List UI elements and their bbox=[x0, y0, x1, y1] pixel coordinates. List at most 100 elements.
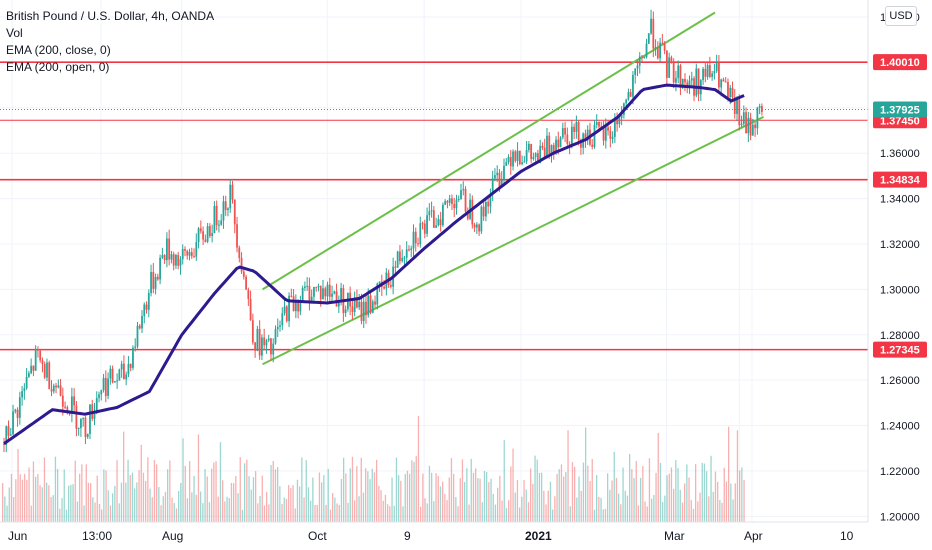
volume-bar bbox=[288, 485, 290, 522]
ema-200-line bbox=[3, 83, 745, 445]
volume-bar bbox=[437, 475, 439, 522]
volume-bar bbox=[173, 503, 175, 522]
volume-bar bbox=[87, 482, 90, 522]
volume-bar bbox=[321, 482, 323, 522]
candle-body bbox=[747, 117, 750, 134]
volume-bar bbox=[431, 472, 433, 522]
price-tick-label: 1.32000 bbox=[880, 239, 920, 251]
volume-bar bbox=[112, 493, 114, 522]
candle-body bbox=[165, 238, 168, 261]
candle-body bbox=[21, 391, 23, 398]
candle-body bbox=[256, 328, 259, 351]
candle-body bbox=[193, 256, 195, 258]
price-axis[interactable]: 1.420001.400001.380001.360001.340001.320… bbox=[867, 0, 932, 523]
candle-body bbox=[715, 62, 718, 72]
volume-bar bbox=[41, 487, 43, 522]
candle-body bbox=[281, 313, 284, 326]
volume-bar bbox=[63, 469, 65, 522]
candle-body bbox=[738, 99, 741, 126]
volume-bar bbox=[574, 466, 576, 522]
volume-bar bbox=[417, 415, 420, 522]
volume-bar bbox=[255, 471, 257, 522]
candle-body bbox=[722, 79, 725, 82]
candle-body bbox=[401, 257, 404, 262]
volume-bar bbox=[413, 461, 415, 522]
candle-body bbox=[276, 326, 279, 330]
volume-bar bbox=[356, 466, 358, 522]
volume-bar bbox=[497, 487, 499, 522]
candle-body bbox=[12, 411, 14, 435]
volume-bar bbox=[312, 477, 314, 522]
volume-bar bbox=[615, 478, 618, 522]
candle-body bbox=[543, 147, 546, 158]
candle-body bbox=[283, 306, 286, 314]
volume-bar bbox=[420, 506, 422, 522]
candle-body bbox=[586, 129, 589, 141]
volume-bar bbox=[587, 465, 589, 522]
volume-bar bbox=[103, 469, 105, 522]
candle-body bbox=[512, 151, 514, 167]
price-tag-bg bbox=[873, 54, 927, 71]
volume-bar bbox=[65, 509, 68, 522]
candle-body bbox=[82, 417, 85, 420]
volume-bar bbox=[171, 497, 173, 522]
legend-vol: Vol bbox=[6, 26, 23, 40]
volume-bar bbox=[211, 468, 213, 522]
volume-bar bbox=[343, 457, 345, 522]
volume-bar bbox=[664, 495, 666, 522]
candle-body bbox=[555, 139, 557, 154]
volume-bar bbox=[677, 468, 679, 522]
candle-body bbox=[627, 92, 630, 100]
volume-bar bbox=[662, 502, 664, 522]
volume-bar bbox=[32, 461, 35, 522]
horizontal-levels[interactable] bbox=[0, 61, 868, 351]
volume-bar bbox=[673, 488, 675, 522]
volume-bar bbox=[50, 496, 52, 522]
volume-bar bbox=[732, 499, 734, 522]
candle-body bbox=[636, 65, 639, 69]
candle-body bbox=[484, 201, 487, 217]
volume-bar bbox=[708, 496, 710, 522]
trend-channel[interactable] bbox=[262, 11, 764, 366]
price-tag-label: 1.34834 bbox=[880, 175, 921, 187]
candle-body bbox=[159, 257, 162, 280]
candle-body bbox=[598, 121, 600, 127]
volume-bar bbox=[237, 493, 239, 522]
volume-bar bbox=[178, 491, 180, 522]
volume-bar bbox=[439, 486, 442, 522]
volume-bar bbox=[457, 506, 459, 522]
volume-bar bbox=[653, 494, 655, 522]
volume-bar bbox=[453, 473, 455, 522]
candle-body bbox=[661, 42, 664, 44]
volume-bar bbox=[367, 471, 369, 522]
volume-bar bbox=[611, 480, 613, 522]
volume-bar bbox=[116, 460, 118, 522]
volume-bar bbox=[35, 476, 37, 522]
volume-bar bbox=[384, 494, 387, 522]
volume-bar bbox=[310, 500, 312, 522]
volume-bar bbox=[719, 499, 721, 522]
volume-bar bbox=[39, 485, 41, 522]
candle-body bbox=[107, 378, 109, 396]
candle-body bbox=[374, 301, 376, 305]
candle-body bbox=[559, 137, 562, 148]
volume-bar bbox=[316, 505, 318, 522]
volume-bar bbox=[519, 507, 521, 522]
volume-bar bbox=[433, 501, 435, 522]
volume-bar bbox=[470, 458, 472, 522]
candle-body bbox=[378, 281, 381, 284]
legend-symbol: British Pound / U.S. Dollar, 4h, OANDA bbox=[6, 9, 215, 23]
candle-body bbox=[358, 301, 361, 308]
time-axis[interactable]: Jun 13:00 Aug Oct 9 2021 Mar Apr 10 bbox=[0, 521, 868, 550]
volume-bar bbox=[79, 473, 81, 522]
volume-bar bbox=[607, 473, 609, 522]
price-tag-bg bbox=[873, 341, 927, 358]
volume-bar bbox=[382, 500, 384, 522]
time-tick-label: Jun bbox=[8, 529, 27, 543]
candle-body bbox=[77, 428, 80, 430]
candle-body bbox=[711, 73, 714, 77]
candle-body bbox=[80, 419, 82, 429]
currency-button[interactable]: USD bbox=[885, 6, 917, 26]
volume-bar bbox=[695, 464, 697, 522]
